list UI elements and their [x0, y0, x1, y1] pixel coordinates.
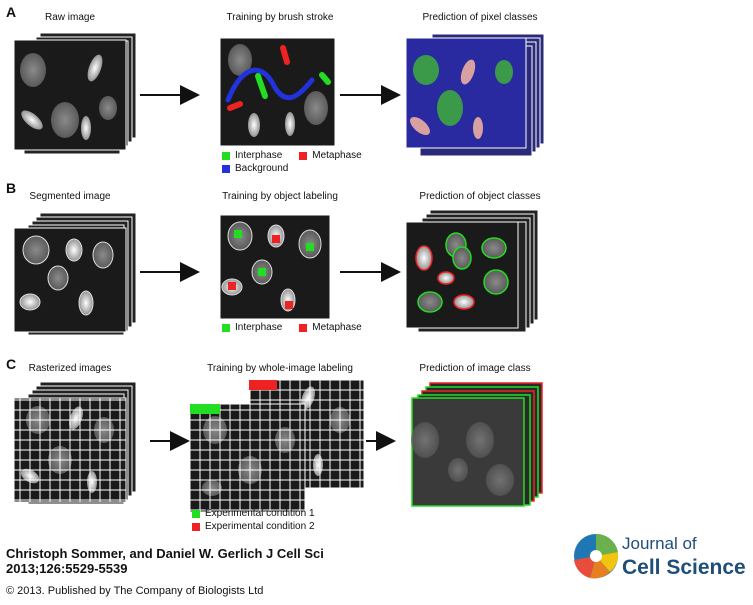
caption-rasterized-images: Rasterized images	[28, 363, 112, 374]
panel-c-prediction-stack	[411, 382, 543, 507]
panel-b-labeling-image	[219, 214, 331, 320]
legend-c-condition1-swatch	[192, 509, 200, 518]
caption-object-labeling: Training by object labeling	[222, 191, 338, 202]
caption-raw-image: Raw image	[44, 12, 96, 23]
copyright-notice: © 2013. Published by The Company of Biol…	[6, 585, 264, 597]
logo-journal-of: Journal of	[622, 534, 697, 553]
legend-a-interphase-label: Interphase	[235, 150, 283, 161]
citation: Christoph Sommer, and Daniel W. Gerlich …	[6, 546, 324, 576]
panel-b-prediction-stack	[405, 209, 539, 333]
legend-a-metaphase-swatch	[299, 151, 308, 160]
logo-cell-science: Cell Science	[622, 556, 746, 579]
panel-letter-a: A	[6, 4, 17, 20]
legend-a-background-label: Background	[235, 163, 289, 174]
caption-object-prediction: Prediction of object classes	[419, 191, 541, 202]
caption-image-prediction: Prediction of image class	[419, 363, 531, 374]
panel-a-prediction-stack	[405, 33, 545, 157]
citation-line2: 2013;126:5529-5539	[6, 561, 128, 576]
panel-b-segmented-stack	[13, 212, 137, 336]
caption-pixel-prediction: Prediction of pixel classes	[422, 12, 538, 23]
caption-segmented-image: Segmented image	[29, 191, 111, 202]
legend-b-metaphase-label: Metaphase	[312, 322, 362, 333]
panel-c-raster-stack	[13, 381, 137, 505]
caption-whole-image-labeling: Training by whole-image labeling	[207, 363, 353, 374]
legend-a-metaphase-label: Metaphase	[312, 150, 362, 161]
legend-c-condition2-label: Experimental condition 2	[205, 521, 315, 532]
legend-c-condition1-label: Experimental condition 1	[205, 508, 315, 519]
legend-c-condition2-swatch	[192, 522, 200, 531]
legend-c: Experimental condition 1 Experimental co…	[192, 507, 315, 533]
legend-b-metaphase-swatch	[299, 323, 308, 332]
panel-letter-c: C	[6, 356, 17, 372]
legend-b: Interphase Metaphase	[222, 321, 362, 334]
journal-logo-mark	[574, 533, 619, 579]
panel-c-labeling-images	[189, 379, 365, 513]
legend-b-interphase-label: Interphase	[235, 322, 283, 333]
panel-a-brush-image	[219, 37, 336, 147]
legend-b-interphase-swatch	[222, 323, 230, 332]
legend-a-interphase-swatch	[222, 151, 230, 160]
panel-a-raw-stack	[13, 32, 137, 155]
panel-letter-b: B	[6, 180, 17, 196]
legend-a: Interphase Metaphase Background	[222, 149, 362, 175]
legend-a-background-swatch	[222, 164, 230, 173]
caption-brush-stroke: Training by brush stroke	[226, 12, 334, 23]
citation-line1: Christoph Sommer, and Daniel W. Gerlich …	[6, 546, 324, 561]
